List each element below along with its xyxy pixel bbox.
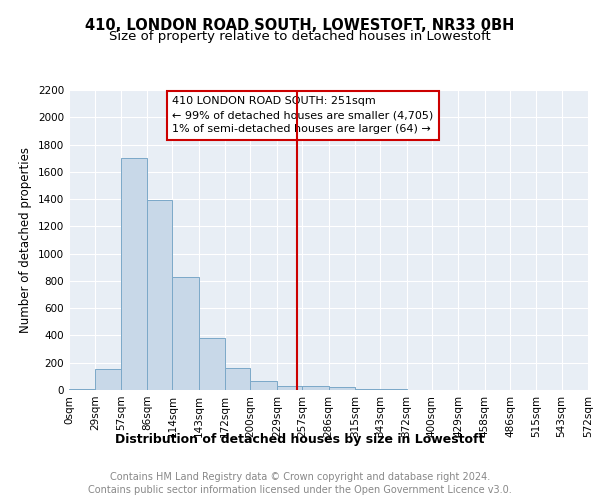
Bar xyxy=(147,200,172,390)
Text: Contains public sector information licensed under the Open Government Licence v3: Contains public sector information licen… xyxy=(88,485,512,495)
Text: 410, LONDON ROAD SOUTH, LOWESTOFT, NR33 0BH: 410, LONDON ROAD SOUTH, LOWESTOFT, NR33 … xyxy=(85,18,515,32)
Y-axis label: Number of detached properties: Number of detached properties xyxy=(19,147,32,333)
Bar xyxy=(121,158,147,390)
Bar xyxy=(329,386,355,390)
Bar xyxy=(199,338,225,390)
Text: 410 LONDON ROAD SOUTH: 251sqm
← 99% of detached houses are smaller (4,705)
1% of: 410 LONDON ROAD SOUTH: 251sqm ← 99% of d… xyxy=(172,96,434,134)
Bar xyxy=(225,368,250,390)
Bar xyxy=(250,381,277,390)
Bar xyxy=(355,388,380,390)
Bar xyxy=(69,388,95,390)
Bar xyxy=(302,386,329,390)
Bar xyxy=(95,369,121,390)
Text: Size of property relative to detached houses in Lowestoft: Size of property relative to detached ho… xyxy=(109,30,491,43)
Text: Contains HM Land Registry data © Crown copyright and database right 2024.: Contains HM Land Registry data © Crown c… xyxy=(110,472,490,482)
Bar xyxy=(172,277,199,390)
Bar xyxy=(277,386,302,390)
Text: Distribution of detached houses by size in Lowestoft: Distribution of detached houses by size … xyxy=(115,432,485,446)
